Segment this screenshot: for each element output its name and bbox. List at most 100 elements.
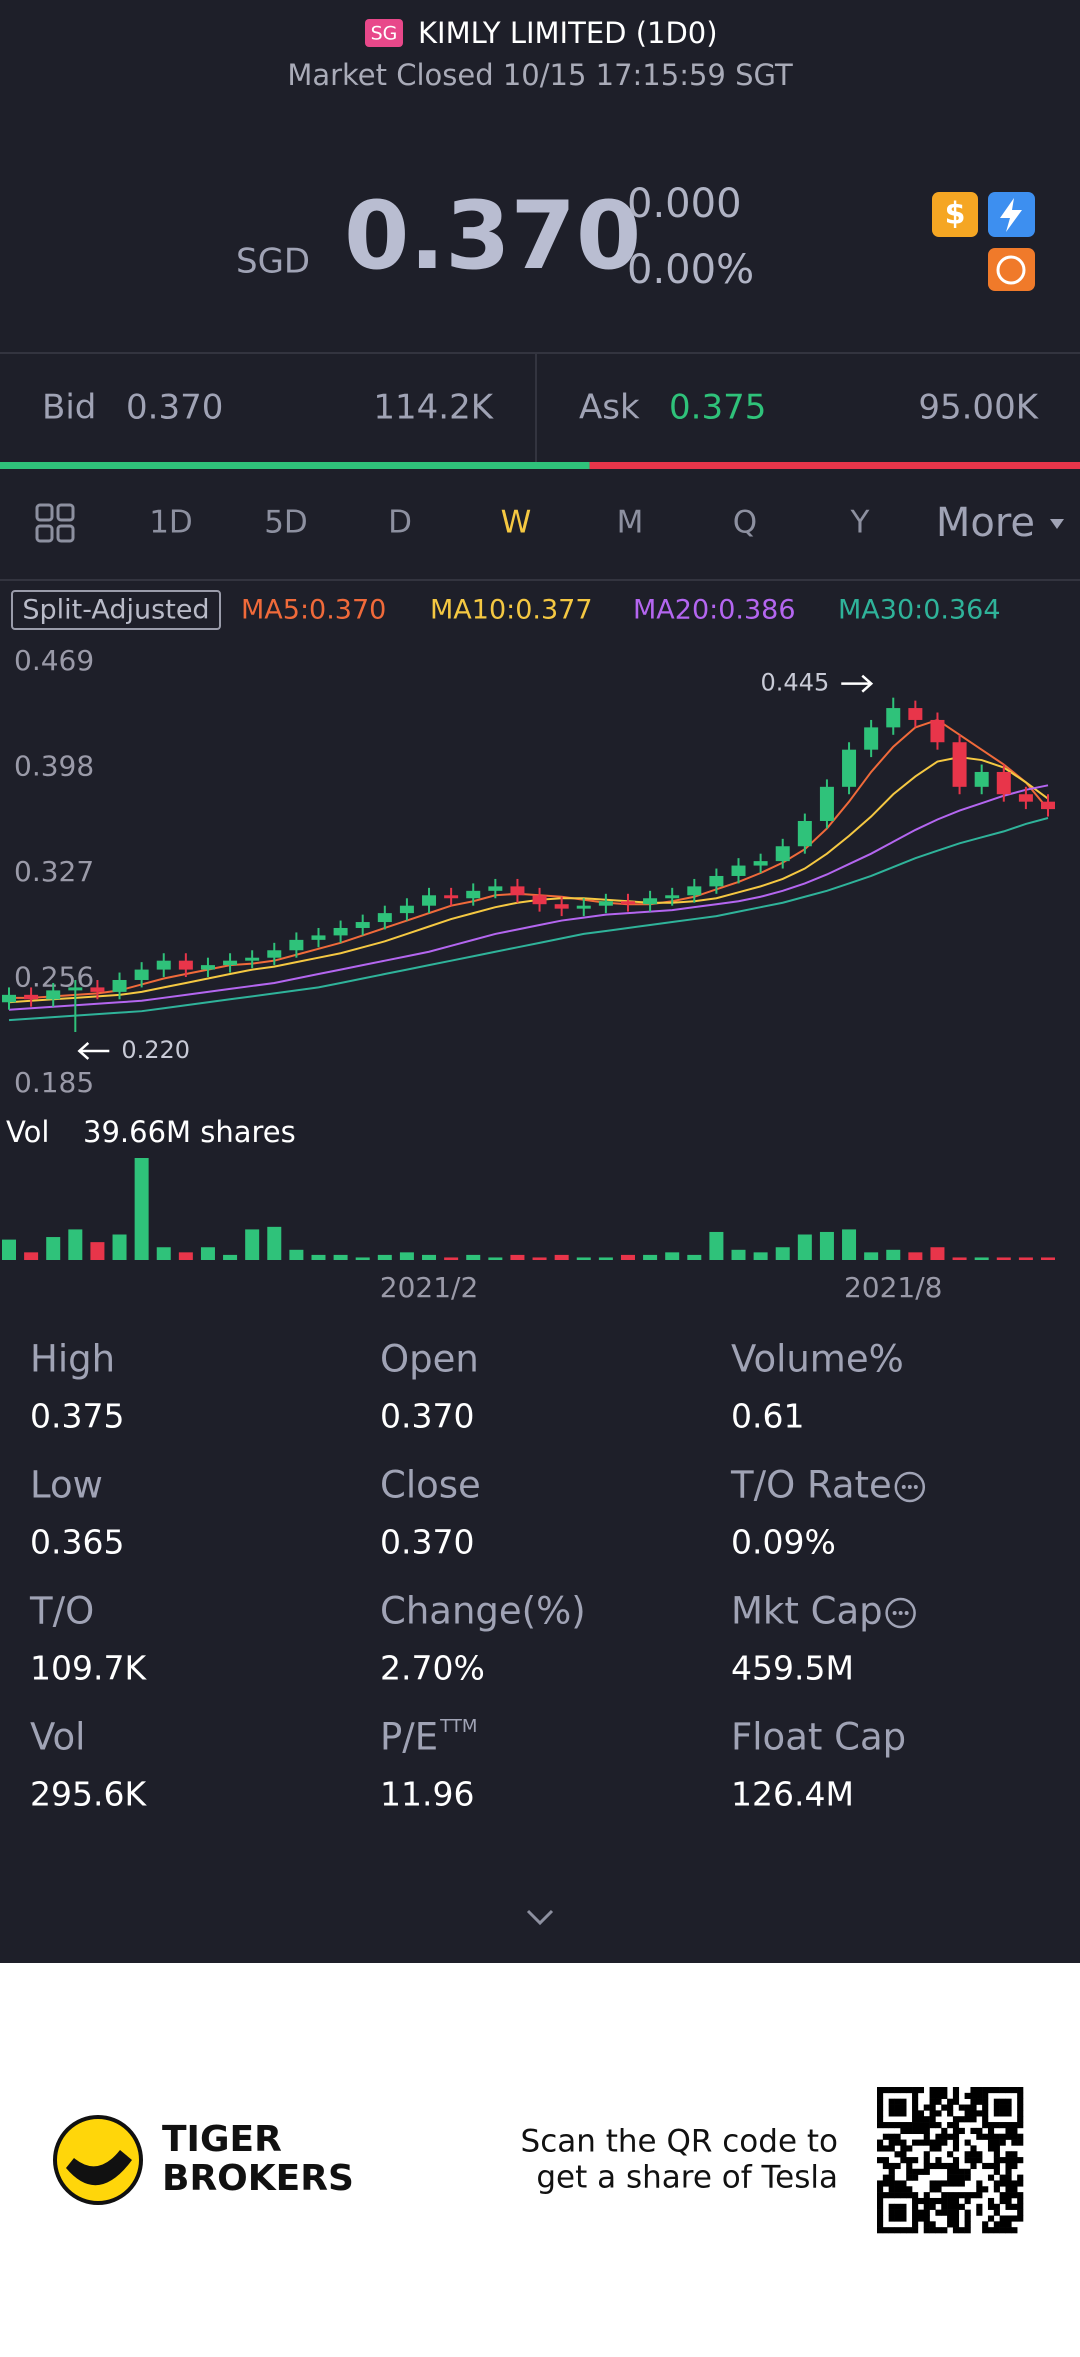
candle-body <box>112 979 127 992</box>
stat-value: 0.370 <box>380 1523 474 1562</box>
candle-body <box>333 927 348 936</box>
info-icon[interactable] <box>885 1597 916 1629</box>
qr-module <box>1005 2162 1012 2170</box>
change: 0.000 <box>627 181 742 227</box>
qr-module <box>999 2180 1006 2187</box>
qr-module <box>1011 2203 1018 2210</box>
qr-module <box>952 2145 960 2152</box>
qr-module <box>935 2145 942 2152</box>
ask-label: Ask <box>579 388 640 428</box>
qr-module <box>917 2122 925 2129</box>
volume-bar <box>1018 1257 1033 1260</box>
bid-label: Bid <box>42 388 96 428</box>
qr-module <box>964 2192 971 2199</box>
qr-module <box>952 2127 960 2135</box>
qr-module <box>941 2087 948 2094</box>
qr-module <box>952 2116 960 2123</box>
stat-label: T/O <box>29 1590 94 1633</box>
qr-module <box>941 2092 948 2099</box>
qr-module <box>877 2209 884 2216</box>
qr-module <box>935 2209 942 2216</box>
max-arrow-head <box>861 674 874 693</box>
qr-module <box>993 2122 1000 2129</box>
qr-module <box>888 2110 895 2117</box>
qr-module <box>888 2133 895 2140</box>
qr-module <box>947 2197 954 2205</box>
qr-module <box>923 2139 930 2146</box>
qr-module <box>952 2133 960 2140</box>
qr-module <box>987 2215 995 2222</box>
qr-module <box>877 2215 884 2222</box>
qr-module <box>877 2145 884 2152</box>
stat-label: Close <box>380 1464 481 1507</box>
qr-module <box>912 2227 919 2234</box>
ask-size: 95.00K <box>918 388 1039 428</box>
dividend-icon-glyph: $ <box>945 197 966 232</box>
stat-label: Open <box>380 1338 479 1381</box>
volume-bar <box>952 1257 967 1260</box>
qr-module <box>947 2192 954 2199</box>
qr-module <box>888 2180 895 2187</box>
qr-module <box>900 2110 907 2117</box>
qr-module <box>929 2139 936 2146</box>
volume-label: Vol <box>6 1115 49 1149</box>
candle-body <box>223 960 238 966</box>
tab[interactable]: Y <box>850 505 870 541</box>
tab[interactable]: Q <box>733 505 757 541</box>
qr-module <box>970 2116 977 2123</box>
tab[interactable]: W <box>501 505 532 541</box>
tab[interactable]: M <box>617 505 644 541</box>
qr-module <box>906 2122 913 2129</box>
qr-module <box>906 2162 913 2170</box>
qr-module <box>900 2098 907 2105</box>
qr-module <box>1017 2116 1024 2123</box>
qr-module <box>923 2203 930 2210</box>
qr-module <box>999 2139 1006 2146</box>
stat-value: 0.375 <box>30 1397 124 1436</box>
qr-module <box>1017 2157 1024 2164</box>
tab[interactable]: 5D <box>264 505 308 541</box>
qr-module <box>935 2087 942 2094</box>
tab[interactable]: More <box>936 500 1035 546</box>
split-adjusted-box[interactable] <box>11 590 221 630</box>
qr-module <box>952 2168 960 2175</box>
qr-module <box>929 2203 936 2210</box>
volume-bar <box>178 1252 193 1260</box>
qr-module <box>952 2122 960 2129</box>
expand-chevron[interactable] <box>526 1909 554 1926</box>
volume-text: 39.66M shares <box>83 1115 296 1149</box>
dividend-icon[interactable] <box>932 192 978 237</box>
candle-body <box>665 895 680 899</box>
qr-module <box>952 2227 960 2234</box>
candle-body <box>399 905 414 914</box>
legend-entry: MA10:0.377 <box>430 595 593 626</box>
tab[interactable]: 1D <box>149 505 193 541</box>
bid-bar <box>0 462 590 469</box>
qr-module <box>982 2133 989 2140</box>
qr-module <box>976 2092 983 2099</box>
tab[interactable]: D <box>388 505 412 541</box>
volume-bar <box>90 1242 105 1260</box>
link-icon[interactable] <box>988 248 1035 291</box>
qr-module <box>912 2122 919 2129</box>
info-icon[interactable] <box>894 1471 926 1503</box>
qr-module <box>912 2168 919 2175</box>
qr-module <box>935 2139 942 2146</box>
stat-label: Mkt Cap <box>731 1590 883 1633</box>
qr-module <box>900 2087 907 2094</box>
layout-icon[interactable] <box>35 503 75 543</box>
qr-module <box>1017 2203 1024 2210</box>
qr-module <box>993 2139 1000 2146</box>
candle-body <box>598 901 613 906</box>
brand-line: TIGER <box>162 2119 282 2160</box>
qr-module <box>999 2104 1006 2111</box>
qr-module <box>917 2127 925 2135</box>
split-adjusted[interactable]: Split-Adjusted <box>22 595 209 626</box>
qr-module <box>976 2127 983 2135</box>
stat-value: 295.6K <box>30 1775 147 1814</box>
qr-module <box>900 2145 907 2152</box>
qr-module <box>888 2162 895 2170</box>
qr-module <box>982 2221 989 2228</box>
qr-module <box>912 2098 919 2105</box>
qr-module <box>877 2203 884 2210</box>
